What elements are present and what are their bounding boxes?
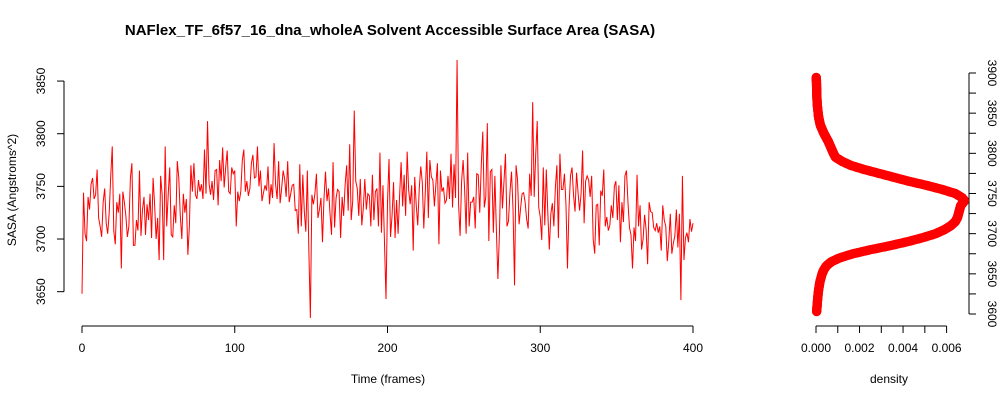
y-axis-label: SASA (Angstroms^2) [5,134,19,246]
sasa-series [81,59,694,319]
density-y-axis-ticks: 3600 3650 3700 3750 3800 3850 3900 [969,60,999,328]
density-x-axis-label: density [870,372,908,386]
x-axis-ticks: 0 100 200 300 400 [79,326,703,355]
y-tick-label: 3700 [34,225,48,252]
density-x-tick-label: 0.006 [932,341,962,355]
density-x-tick-label: 0.000 [801,341,831,355]
density-y-tick-label: 3800 [985,140,999,167]
x-axis-label: Time (frames) [351,372,425,386]
x-tick-label: 400 [683,341,703,355]
density-x-tick-label: 0.002 [845,341,875,355]
density-y-tick-label: 3600 [985,301,999,328]
density-plot-axes: 0.000 0.002 0.004 0.006 3600 3650 3700 3750 380… [801,60,999,386]
main-plot-axes: 0 100 200 300 400 3650 3700 3750 3800 3850 Time … [5,67,703,386]
density-y-tick-label: 3850 [985,100,999,127]
x-tick-label: 100 [225,341,245,355]
density-y-tick-label: 3650 [985,260,999,287]
y-tick-label: 3750 [34,173,48,200]
density-y-tick-label: 3700 [985,220,999,247]
y-axis-ticks: 3650 3700 3750 3800 3850 [34,67,64,305]
density-x-axis-ticks: 0.000 0.002 0.004 0.006 [801,326,962,355]
density-x-tick-label: 0.004 [888,341,918,355]
y-tick-label: 3850 [34,67,48,94]
sasa-line [81,59,694,319]
density-point [812,72,821,82]
density-y-tick-label: 3900 [985,60,999,87]
y-tick-label: 3650 [34,278,48,305]
x-tick-label: 300 [530,341,550,355]
density-series [811,72,969,317]
x-tick-label: 0 [79,341,86,355]
chart-title: NAFlex_TF_6f57_16_dna_wholeA Solvent Acc… [125,22,655,39]
y-tick-label: 3800 [34,120,48,147]
x-tick-label: 200 [377,341,397,355]
density-y-tick-label: 3750 [985,180,999,207]
